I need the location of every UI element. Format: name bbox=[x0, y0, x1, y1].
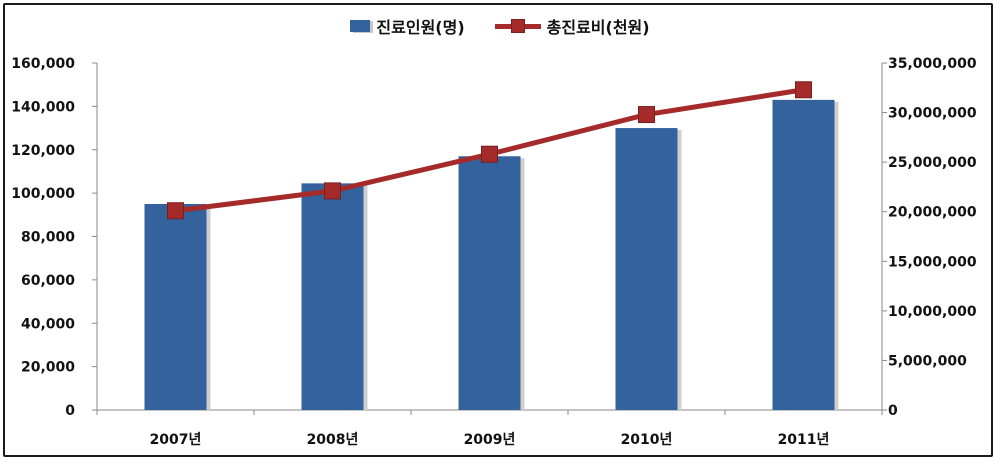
y-right-tick-label: 5,000,000 bbox=[888, 353, 967, 369]
y-left-tick-label: 120,000 bbox=[11, 143, 75, 159]
legend-item-bar: 진료인원(명) bbox=[350, 14, 465, 38]
legend-label-line: 총진료비(천원) bbox=[546, 18, 650, 37]
x-tick-label: 2010년 bbox=[621, 432, 673, 448]
y-right-tick-label: 10,000,000 bbox=[888, 304, 977, 320]
y-right-tick-label: 0 bbox=[888, 403, 898, 419]
y-right-tick-label: 15,000,000 bbox=[888, 254, 977, 270]
chart-legend: 진료인원(명) 총진료비(천원) bbox=[0, 14, 1000, 38]
line-marker bbox=[795, 81, 812, 99]
line-marker bbox=[167, 202, 184, 220]
y-left-tick-label: 160,000 bbox=[11, 56, 75, 72]
y-right-tick-label: 25,000,000 bbox=[888, 155, 977, 171]
y-left-tick-label: 60,000 bbox=[21, 273, 75, 289]
bar bbox=[458, 156, 521, 410]
bar bbox=[772, 99, 835, 411]
line-marker bbox=[638, 106, 655, 124]
y-left-tick-label: 20,000 bbox=[21, 360, 75, 376]
y-left-tick-label: 80,000 bbox=[21, 230, 75, 246]
legend-line-swatch bbox=[494, 19, 541, 33]
x-tick-label: 2011년 bbox=[778, 432, 830, 448]
legend-label-bar: 진료인원(명) bbox=[376, 18, 465, 37]
legend-bar-swatch bbox=[350, 20, 371, 32]
y-left-tick-label: 40,000 bbox=[21, 316, 75, 332]
bar bbox=[144, 203, 207, 410]
y-right-tick-label: 30,000,000 bbox=[888, 106, 977, 122]
x-tick-label: 2007년 bbox=[150, 432, 202, 448]
y-right-tick-label: 35,000,000 bbox=[888, 56, 977, 72]
y-left-tick-label: 100,000 bbox=[11, 186, 75, 202]
bar bbox=[301, 183, 364, 410]
legend-item-line: 총진료비(천원) bbox=[494, 14, 650, 38]
y-left-tick-label: 140,000 bbox=[11, 99, 75, 115]
bar bbox=[615, 128, 678, 410]
line-marker bbox=[481, 145, 498, 163]
x-tick-label: 2008년 bbox=[307, 432, 359, 448]
x-tick-label: 2009년 bbox=[464, 432, 516, 448]
line-marker bbox=[324, 182, 341, 200]
y-right-tick-label: 20,000,000 bbox=[888, 205, 977, 221]
y-left-tick-label: 0 bbox=[65, 403, 75, 419]
